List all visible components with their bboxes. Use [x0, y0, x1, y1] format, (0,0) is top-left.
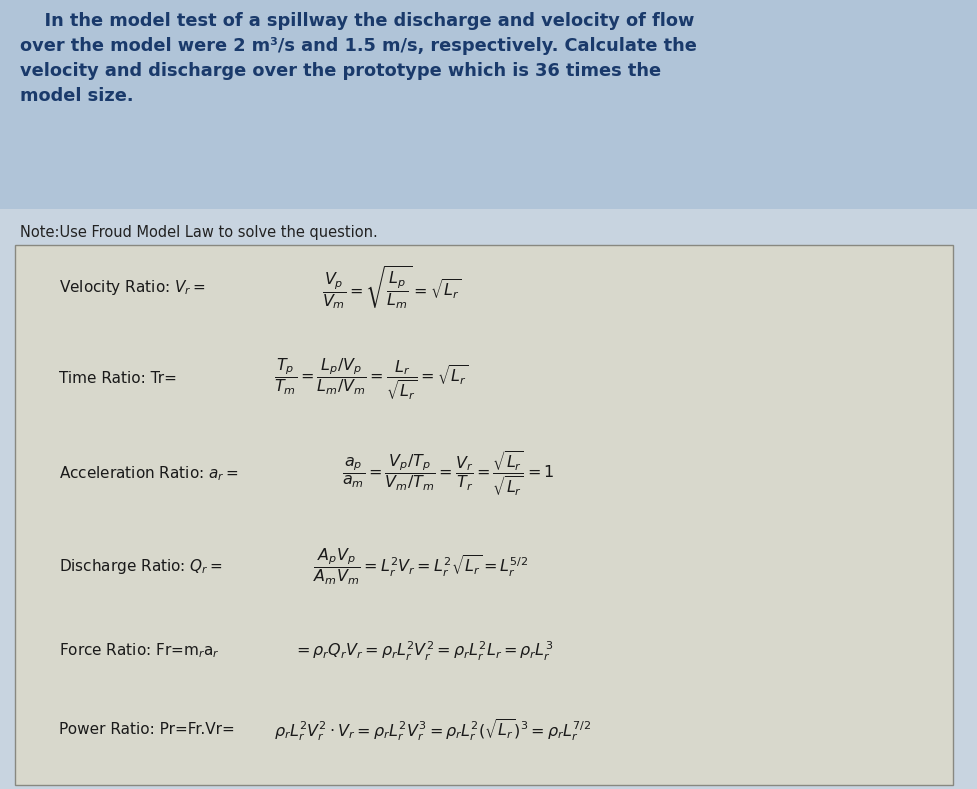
Text: Note:Use Froud Model Law to solve the question.: Note:Use Froud Model Law to solve the qu…: [20, 225, 377, 240]
Text: Power Ratio: Pr=Fr.Vr=: Power Ratio: Pr=Fr.Vr=: [59, 722, 234, 738]
FancyBboxPatch shape: [15, 245, 953, 785]
Text: Force Ratio: Fr=m$_r$a$_r$: Force Ratio: Fr=m$_r$a$_r$: [59, 641, 219, 660]
FancyBboxPatch shape: [0, 0, 977, 209]
Text: $\dfrac{T_p}{T_m} = \dfrac{L_p/V_p}{L_m/V_m} = \dfrac{L_r}{\sqrt{L_r}} = \sqrt{L: $\dfrac{T_p}{T_m} = \dfrac{L_p/V_p}{L_m/…: [274, 356, 468, 402]
Text: $= \rho_r Q_r V_r = \rho_r L_r^2 V_r^2 = \rho_r L_r^2 L_r = \rho_r L_r^3$: $= \rho_r Q_r V_r = \rho_r L_r^2 V_r^2 =…: [293, 639, 553, 663]
Text: $\dfrac{A_p V_p}{A_m V_m} = L_r^2 V_r = L_r^2\sqrt{L_r} = L_r^{5/2}$: $\dfrac{A_p V_p}{A_m V_m} = L_r^2 V_r = …: [313, 546, 528, 587]
Text: In the model test of a spillway the discharge and velocity of flow
over the mode: In the model test of a spillway the disc…: [20, 12, 697, 105]
Text: Acceleration Ratio: $a_r =$: Acceleration Ratio: $a_r =$: [59, 464, 238, 483]
Text: Discharge Ratio: $Q_r =$: Discharge Ratio: $Q_r =$: [59, 557, 223, 576]
Text: $\rho_r L_r^2 V_r^2 \cdot V_r = \rho_r L_r^2 V_r^3 = \rho_r L_r^2(\sqrt{L_r})^3 : $\rho_r L_r^2 V_r^2 \cdot V_r = \rho_r L…: [274, 717, 591, 742]
Text: Time Ratio: Tr=: Time Ratio: Tr=: [59, 371, 177, 387]
Text: $\dfrac{a_p}{a_m} = \dfrac{V_p/T_p}{V_m/T_m} = \dfrac{V_r}{T_r} = \dfrac{\sqrt{L: $\dfrac{a_p}{a_m} = \dfrac{V_p/T_p}{V_m/…: [342, 449, 554, 498]
Text: Velocity Ratio: $V_r =$: Velocity Ratio: $V_r =$: [59, 279, 205, 297]
Text: $\dfrac{V_p}{V_m} = \sqrt{\dfrac{L_p}{L_m}} = \sqrt{L_r}$: $\dfrac{V_p}{V_m} = \sqrt{\dfrac{L_p}{L_…: [322, 264, 462, 312]
